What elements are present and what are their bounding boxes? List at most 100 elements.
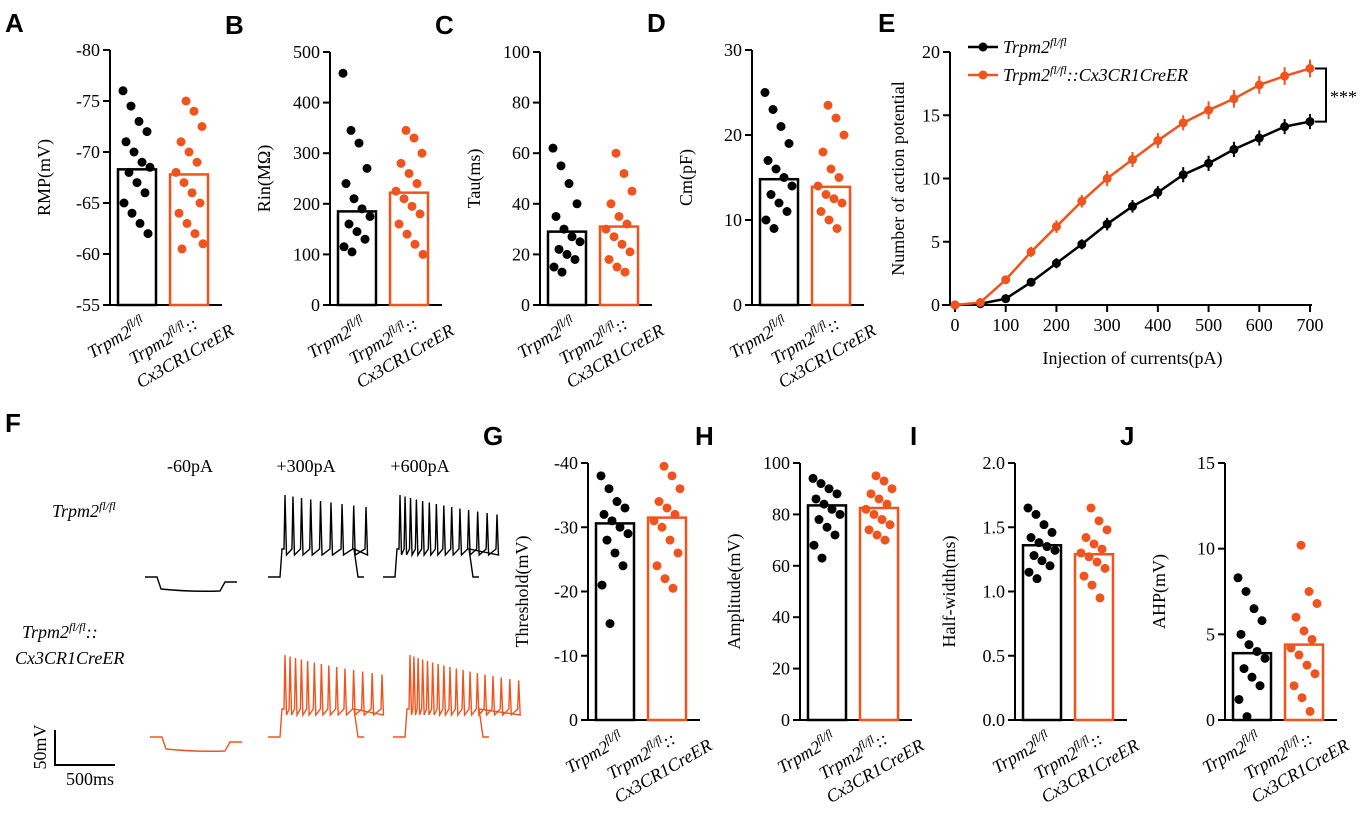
- data-point: [609, 232, 619, 242]
- data-point: [1239, 664, 1249, 674]
- marker: [1280, 71, 1290, 81]
- data-point: [771, 164, 781, 174]
- data-point: [610, 548, 620, 558]
- data-point: [1034, 538, 1044, 548]
- data-point: [1042, 542, 1052, 552]
- y-axis-label: Number of action potential: [888, 81, 908, 275]
- data-point: [412, 179, 422, 189]
- data-point: [662, 503, 672, 513]
- y-tick-label: 200: [293, 194, 320, 214]
- data-point: [1234, 694, 1244, 704]
- data-point: [548, 143, 558, 153]
- data-point: [1047, 527, 1057, 537]
- data-point: [174, 208, 184, 218]
- group-base: Trpm2: [52, 501, 99, 521]
- y-tick-label: 60: [772, 556, 790, 576]
- data-point: [834, 173, 844, 182]
- annotation: ***: [1330, 87, 1357, 107]
- y-axis-label: RMP(mV): [34, 139, 55, 216]
- data-point: [597, 580, 607, 590]
- data-point: [195, 198, 205, 208]
- x-tick-label: 400: [1144, 315, 1171, 335]
- data-point: [675, 484, 685, 494]
- marker: [950, 300, 960, 310]
- marker: [1001, 294, 1011, 304]
- data-point: [617, 239, 627, 249]
- data-point: [1087, 580, 1097, 590]
- data-point: [1050, 545, 1060, 555]
- group-suffix: ::: [871, 728, 891, 751]
- group-base: Trpm2: [989, 736, 1040, 777]
- data-point: [821, 190, 831, 199]
- data-point: [1255, 681, 1265, 691]
- data-point: [1247, 672, 1257, 682]
- bar: [858, 506, 900, 722]
- panel-letter: A: [5, 8, 24, 38]
- data-point: [602, 535, 612, 545]
- data-point: [769, 224, 779, 233]
- y-tick-label: 0: [569, 710, 578, 730]
- data-point: [601, 224, 611, 234]
- y-tick-label: 10: [922, 169, 940, 189]
- data-point: [607, 516, 617, 526]
- data-point: [627, 186, 637, 196]
- data-point: [570, 254, 580, 264]
- y-tick-label: 0: [311, 295, 320, 315]
- panel-letter: I: [910, 421, 917, 451]
- group-suffix: ::: [659, 728, 679, 751]
- group-suffix: ::: [181, 313, 201, 336]
- data-point: [1039, 520, 1049, 530]
- panel-letter: E: [878, 8, 895, 38]
- step-label: -60pA: [167, 456, 213, 476]
- y-tick-label: 30: [724, 40, 742, 60]
- data-point: [198, 239, 208, 249]
- panel-letter: F: [5, 408, 21, 438]
- x-tick-label: 100: [992, 315, 1019, 335]
- y-tick-label: 5: [931, 232, 940, 252]
- group-suffix: ::: [611, 313, 631, 336]
- marker: [1102, 219, 1112, 229]
- data-point: [880, 535, 890, 545]
- y-tick-label: 100: [293, 244, 320, 264]
- data-point: [127, 208, 137, 218]
- panel-letter: D: [647, 8, 666, 38]
- data-point: [612, 262, 622, 272]
- data-point: [189, 106, 199, 116]
- data-point: [1242, 712, 1252, 722]
- y-tick-label: -65: [76, 193, 100, 213]
- data-point: [418, 249, 428, 259]
- group-base: Trpm2: [1199, 736, 1250, 777]
- y-tick-label: 400: [293, 93, 320, 113]
- data-point: [818, 147, 828, 157]
- y-axis-label: AHP(mV): [1149, 554, 1170, 629]
- x-tick-label: 200: [1043, 315, 1070, 335]
- data-point: [1233, 573, 1243, 583]
- data-point: [145, 162, 155, 172]
- data-point: [882, 499, 892, 509]
- data-point: [1296, 540, 1306, 550]
- y-tick-label: -80: [76, 40, 100, 60]
- data-point: [1102, 525, 1112, 535]
- data-point: [823, 100, 833, 110]
- group-suffix: ::Cx3CR1CreER: [1067, 65, 1188, 85]
- x-tick-label: 600: [1246, 315, 1273, 335]
- data-point: [599, 509, 609, 519]
- data-point: [659, 461, 669, 471]
- data-point: [121, 137, 131, 147]
- data-point: [1307, 634, 1317, 644]
- data-point: [776, 122, 786, 131]
- data-point: [1094, 516, 1104, 526]
- data-point: [827, 504, 837, 514]
- group-base: Trpm2: [1003, 37, 1050, 57]
- data-point: [787, 181, 797, 191]
- y-tick-label: -55: [76, 295, 100, 315]
- scale-y-label: 50mV: [30, 724, 50, 769]
- data-point: [819, 499, 829, 509]
- x-tick-label: 700: [1297, 315, 1324, 335]
- data-point: [1302, 660, 1312, 670]
- data-point: [341, 179, 351, 189]
- y-tick-label: 80: [772, 504, 790, 524]
- data-point: [171, 167, 181, 177]
- data-point: [782, 207, 792, 216]
